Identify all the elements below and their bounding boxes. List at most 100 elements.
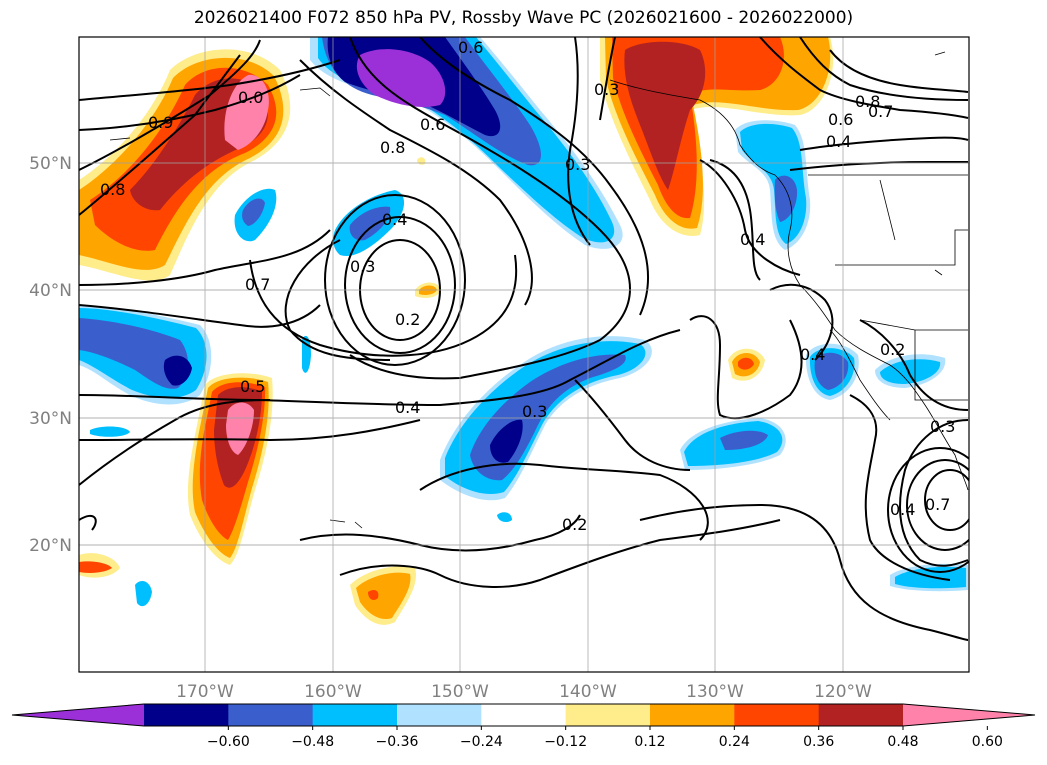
boundary [879, 179, 896, 241]
lon-label: 150°W [431, 682, 489, 702]
colorbar-extend-min [12, 704, 144, 726]
positive-anomaly-nw [224, 74, 269, 150]
contour-line [79, 329, 681, 407]
contour-label: 0.5 [240, 377, 265, 396]
island [329, 519, 346, 523]
contour-label: 0.8 [855, 92, 880, 111]
contour-label: 0.4 [740, 230, 765, 249]
contour-line [769, 283, 834, 361]
contour-label: 0.4 [395, 398, 420, 417]
contour-line [324, 194, 466, 366]
contour-label: 0.3 [522, 402, 547, 421]
colorbar-swatch [144, 704, 229, 726]
contour-line [789, 161, 968, 171]
colorbar-swatch [397, 704, 482, 726]
boundary [835, 229, 968, 266]
contour-line [299, 59, 533, 306]
colorbar-swatch [650, 704, 735, 726]
negative-anomaly-small [135, 580, 152, 607]
colorbar-tick-label: 0.24 [719, 734, 750, 750]
positive-anomaly-small [356, 572, 411, 620]
contour-line [799, 37, 969, 101]
contour-line [79, 229, 331, 286]
positive-anomaly-small [79, 561, 112, 573]
contour-label: 0.0 [238, 88, 263, 107]
contour-line [887, 447, 969, 573]
contour-label: 0.7 [868, 102, 893, 121]
colorbar-tick-label: −0.24 [460, 734, 503, 750]
colorbar-outline [11, 703, 1036, 727]
contour-label: 0.2 [880, 340, 905, 359]
island [109, 137, 131, 141]
negative-anomaly-small [497, 512, 512, 523]
contour-label: 0.4 [382, 210, 407, 229]
contour-line [344, 216, 456, 354]
latitude-labels: 50°N 40°N 30°N 20°N [29, 154, 72, 556]
contour-line [759, 37, 969, 119]
colorbar-tick-label: 0.60 [972, 734, 1003, 750]
contour-line [574, 379, 691, 471]
coastline [829, 329, 891, 421]
colorbar-tick-label: −0.48 [291, 734, 334, 750]
contour-line [419, 462, 709, 541]
negative-anomaly-small [90, 426, 130, 437]
contour-line [567, 37, 591, 246]
coastlines [109, 51, 969, 529]
lat-label: 50°N [29, 154, 72, 174]
negative-anomaly-small [242, 198, 265, 226]
contour-label: 0.4 [826, 132, 851, 151]
colorbar-swatch [734, 704, 820, 726]
island [934, 51, 946, 56]
contour-label: 0.6 [458, 38, 483, 57]
contour-line [79, 304, 321, 328]
colorbar-swatch [228, 704, 314, 726]
contour-label: 0.6 [828, 110, 853, 129]
negative-anomaly-west [163, 355, 192, 386]
pv-shading [79, 37, 968, 625]
contour-label: 0.3 [565, 155, 590, 174]
lon-label: 130°W [686, 682, 744, 702]
colorbar-tick-label: 0.12 [634, 734, 665, 750]
negative-anomaly-east [720, 430, 768, 450]
colorbar-swatch [818, 704, 904, 726]
contour-label: 0.4 [800, 345, 825, 364]
lat-label: 20°N [29, 536, 72, 556]
contour-label: 0.7 [925, 495, 950, 514]
longitude-labels: 170°W 160°W 150°W 140°W 130°W 120°W [176, 682, 872, 702]
contour-label: 0.3 [930, 417, 955, 436]
contour-label: 0.8 [100, 180, 125, 199]
lat-label: 30°N [29, 409, 72, 429]
contour-line [249, 254, 518, 357]
contour-line [599, 37, 616, 121]
island [299, 87, 331, 97]
positive-anomaly-sw [226, 402, 254, 455]
contour-line [419, 37, 649, 316]
negative-anomaly-north [356, 49, 446, 107]
contour-line [79, 54, 241, 216]
contour-line [799, 136, 969, 151]
contour-line [79, 399, 271, 486]
gridlines [79, 37, 969, 672]
colorbar-tick-label: −0.36 [376, 734, 419, 750]
colorbar-tick-label: −0.60 [207, 734, 250, 750]
lon-label: 120°W [814, 682, 872, 702]
contour-label: 0.7 [245, 275, 270, 294]
contour-line [79, 59, 341, 101]
contour-line [829, 49, 969, 93]
boundary [914, 330, 968, 401]
contour-line [699, 159, 801, 276]
lon-label: 160°W [304, 682, 362, 702]
contour-label: 0.4 [890, 500, 915, 519]
contour-labels: 0.6 0.8 0.6 0.8 0.4 0.3 0.2 0.7 0.5 0.4 … [100, 38, 955, 534]
colorbar-tick-label: −0.12 [544, 734, 587, 750]
contour-label: 0.3 [350, 257, 375, 276]
map-plot-area: 0.6 0.8 0.6 0.8 0.4 0.3 0.2 0.7 0.5 0.4 … [79, 37, 969, 672]
positive-anomaly-small [738, 357, 754, 370]
negative-anomaly-coast [814, 352, 849, 390]
lon-label: 170°W [176, 682, 234, 702]
lon-label: 140°W [559, 682, 617, 702]
contour-label: 0.2 [562, 515, 587, 534]
contour-line [859, 319, 969, 411]
contour-line [689, 315, 803, 420]
